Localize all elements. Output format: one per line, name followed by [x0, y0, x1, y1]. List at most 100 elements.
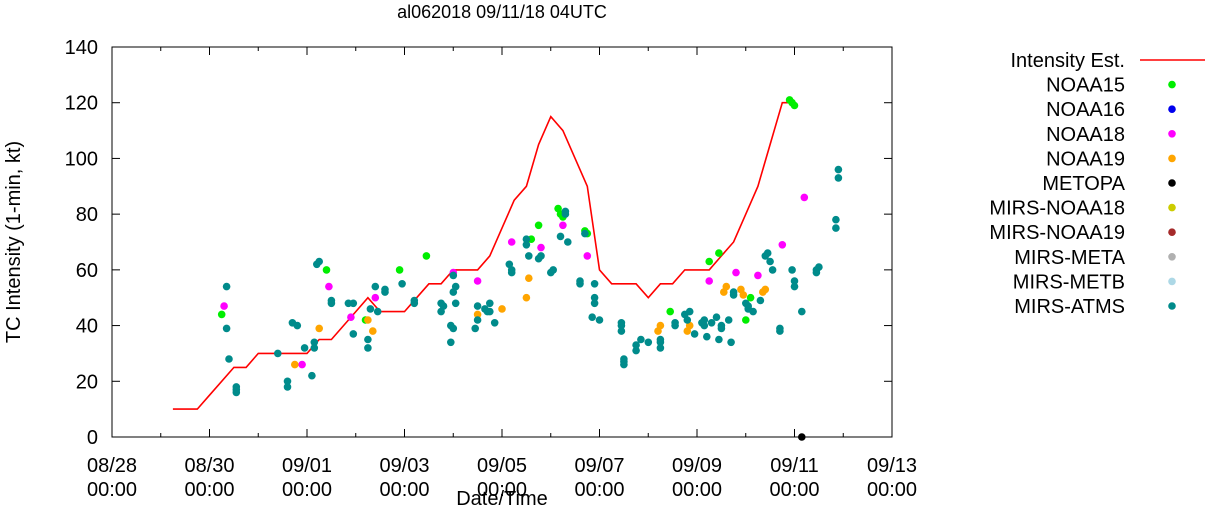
data-point-mirs-atms — [620, 355, 628, 363]
x-tick-label-date: 09/01 — [282, 455, 332, 477]
data-point-noaa18 — [507, 238, 516, 246]
data-point-mirs-atms — [486, 307, 494, 316]
data-point-mirs-atms — [656, 344, 665, 352]
legend-label-noaa16: NOAA16 — [1046, 99, 1125, 121]
data-point-mirs-atms — [473, 316, 482, 324]
legend-swatch-mirs-metb — [1168, 277, 1176, 286]
data-point-mirs-atms — [308, 371, 316, 380]
legend-label-mirs-metb: MIRS-METB — [1013, 271, 1125, 293]
data-point-mirs-atms — [749, 307, 757, 316]
data-point-noaa19 — [364, 316, 372, 324]
data-point-noaa18 — [298, 360, 306, 369]
data-point-noaa18 — [559, 221, 567, 230]
data-point-noaa15 — [790, 101, 799, 110]
data-point-mirs-atms — [364, 335, 372, 344]
data-point-mirs-atms — [683, 316, 692, 324]
data-point-mirs-atms — [703, 332, 711, 341]
data-point-noaa15 — [322, 266, 331, 274]
data-point-noaa18 — [325, 282, 333, 291]
y-tick-label: 140 — [65, 37, 98, 59]
data-point-mirs-atms — [561, 207, 570, 216]
legend-swatch-mirs-meta — [1168, 252, 1176, 261]
data-point-mirs-atms — [556, 232, 565, 241]
data-point-mirs-atms — [690, 330, 699, 338]
data-point-mirs-atms — [763, 249, 772, 257]
data-point-mirs-atms — [788, 266, 796, 274]
data-point-mirs-atms — [715, 335, 723, 344]
x-tick-label-time: 00:00 — [672, 479, 722, 501]
data-point-noaa19 — [761, 285, 770, 294]
data-point-noaa15 — [742, 316, 750, 324]
data-point-mirs-atms — [707, 319, 716, 327]
data-point-mirs-atms — [225, 355, 233, 363]
data-point-mirs-atms — [727, 338, 735, 347]
data-point-noaa19 — [291, 360, 299, 369]
data-point-mirs-atms — [507, 266, 516, 274]
data-point-noaa19 — [722, 282, 731, 291]
x-tick-label-time: 00:00 — [87, 479, 137, 501]
data-point-mirs-atms — [576, 280, 584, 288]
x-axis-label: Date/Time — [456, 488, 548, 509]
data-point-mirs-atms — [366, 305, 375, 313]
data-point-mirs-atms — [632, 341, 640, 349]
data-point-mirs-atms — [300, 344, 309, 352]
legend-label-noaa18: NOAA18 — [1046, 124, 1125, 146]
data-point-mirs-atms — [349, 299, 358, 308]
data-point-mirs-atms — [590, 280, 599, 288]
axes: 02040608010012014008/2800:0008/3000:0009… — [65, 37, 917, 501]
plot-area — [172, 96, 843, 441]
data-point-mirs-atms — [564, 238, 572, 246]
data-point-mirs-atms — [471, 324, 480, 333]
y-tick-label: 60 — [76, 260, 98, 282]
x-tick-label-time: 00:00 — [769, 479, 819, 501]
data-point-mirs-atms — [410, 296, 419, 305]
data-point-mirs-atms — [232, 385, 241, 394]
x-tick-label-date: 09/13 — [867, 455, 917, 477]
data-point-mirs-atms — [310, 344, 319, 352]
data-point-noaa15 — [422, 252, 431, 260]
data-point-mirs-atms — [525, 252, 533, 260]
data-point-mirs-atms — [815, 263, 823, 271]
data-point-mirs-atms — [349, 330, 358, 338]
legend-label-mirs-meta: MIRS-META — [1014, 247, 1125, 269]
data-point-noaa18 — [537, 243, 545, 252]
data-point-mirs-atms — [832, 215, 840, 224]
data-point-mirs-atms — [283, 377, 292, 386]
data-point-noaa18 — [705, 277, 713, 285]
y-axis-label: TC Intensity (1-min, kt) — [3, 141, 25, 343]
data-point-mirs-atms — [717, 324, 726, 333]
data-point-noaa19 — [473, 310, 482, 319]
data-point-noaa18 — [371, 293, 380, 302]
data-point-mirs-atms — [327, 296, 336, 305]
data-point-mirs-atms — [449, 324, 458, 333]
data-point-mirs-atms — [581, 229, 589, 238]
legend-swatch-mirs-atms — [1168, 302, 1176, 310]
data-point-mirs-atms — [632, 346, 640, 355]
legend-swatch-noaa16 — [1168, 105, 1176, 113]
data-point-mirs-atms — [486, 299, 494, 308]
legend-swatch-mirs-noaa18 — [1168, 203, 1176, 212]
data-point-mirs-atms — [832, 224, 840, 232]
data-point-mirs-atms — [617, 327, 626, 335]
data-point-mirs-atms — [768, 266, 777, 274]
data-point-mirs-atms — [729, 288, 738, 296]
data-point-mirs-atms — [473, 302, 482, 310]
data-point-noaa18 — [347, 313, 355, 322]
data-point-mirs-atms — [522, 235, 531, 243]
data-point-mirs-atms — [364, 344, 372, 352]
data-point-mirs-atms — [315, 257, 324, 266]
data-point-mirs-atms — [685, 307, 694, 316]
data-point-mirs-atms — [371, 282, 380, 291]
data-point-noaa15 — [395, 266, 404, 274]
data-point-mirs-atms — [398, 280, 406, 288]
data-point-mirs-atms — [834, 165, 843, 174]
data-point-mirs-atms — [637, 335, 645, 344]
x-tick-label-time: 00:00 — [379, 479, 429, 501]
legend-label-mirs-atms: MIRS-ATMS — [1014, 296, 1125, 318]
data-point-mirs-atms — [283, 383, 292, 391]
data-point-mirs-atms — [451, 299, 460, 308]
data-point-mirs-atms — [439, 302, 448, 310]
data-point-noaa15 — [715, 249, 723, 257]
data-point-mirs-atms — [449, 271, 458, 280]
data-point-noaa19 — [522, 293, 531, 302]
